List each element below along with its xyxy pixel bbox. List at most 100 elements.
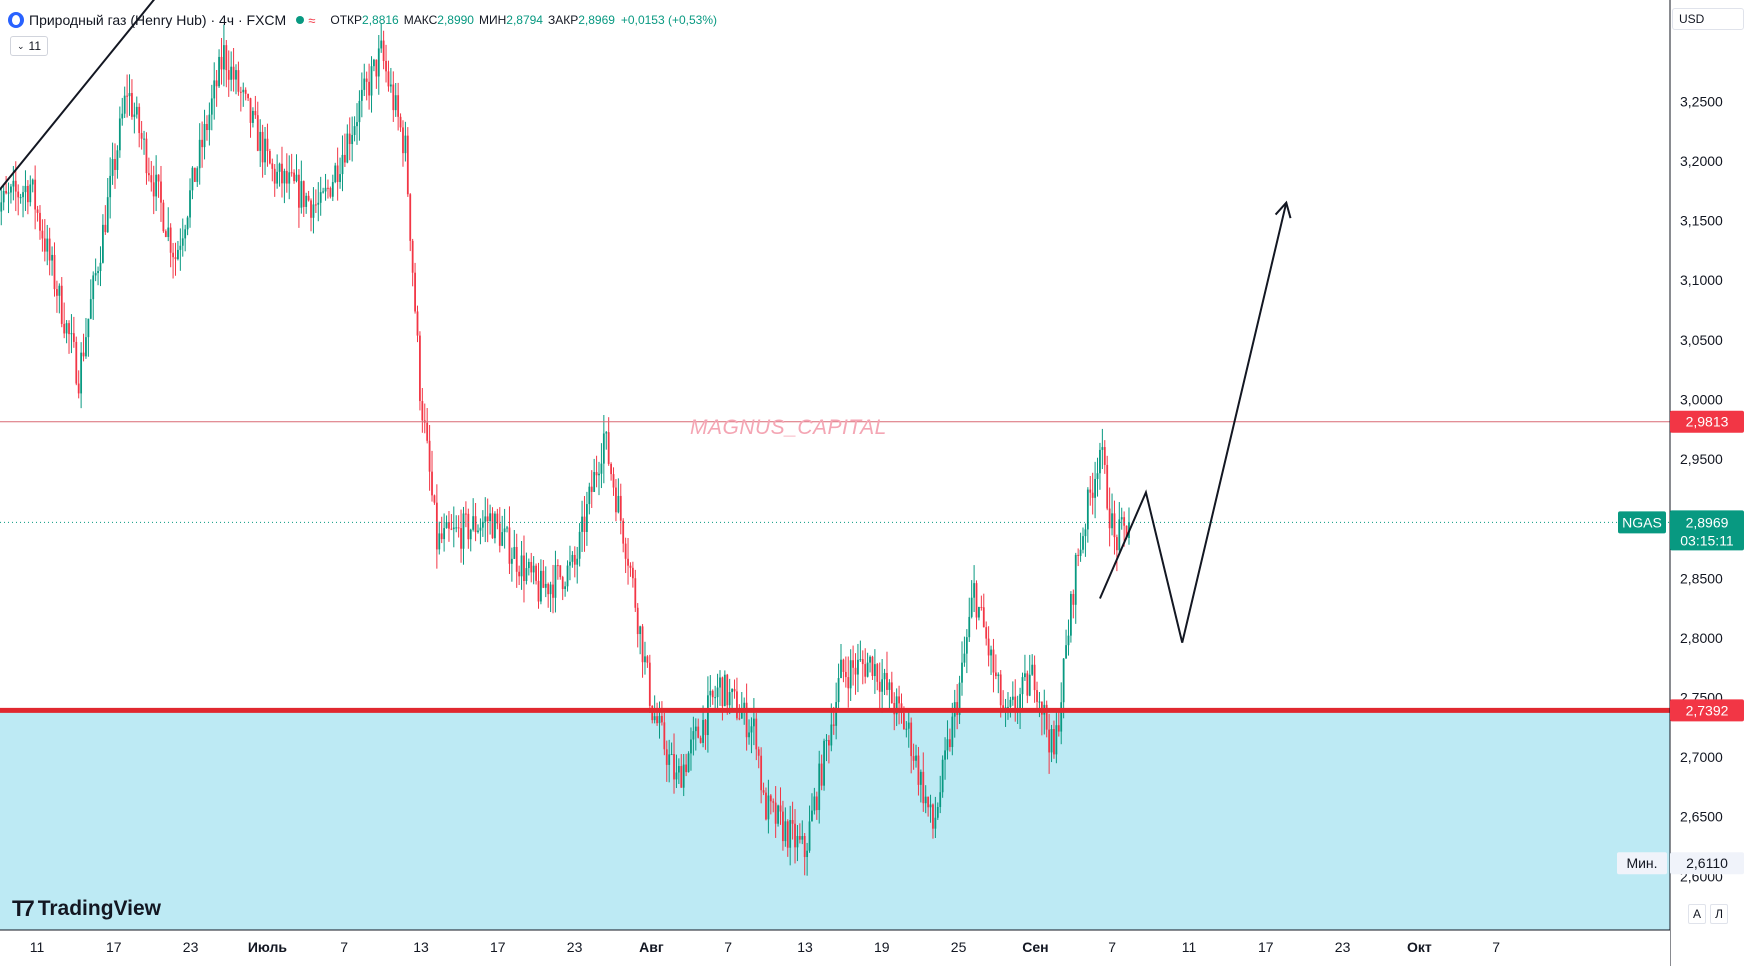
candle (56, 280, 58, 313)
candle (929, 794, 932, 823)
candle (682, 754, 685, 797)
candle (719, 670, 721, 706)
min-marker-label: Мин. (1626, 855, 1657, 871)
candle (210, 84, 213, 131)
symbol-title[interactable]: Природный газ (Henry Hub) · 4ч · FXCM (29, 12, 287, 28)
candle (869, 655, 871, 673)
candle (992, 638, 995, 693)
candle (588, 482, 591, 515)
candle (365, 71, 368, 101)
candle (169, 223, 172, 268)
candle (104, 205, 107, 235)
candle (31, 178, 34, 193)
candle (970, 580, 973, 619)
candle (285, 153, 288, 193)
candle (890, 671, 893, 704)
candle (1033, 655, 1036, 703)
candle (854, 653, 857, 695)
candle (235, 64, 237, 95)
time-tick-label: 17 (490, 939, 506, 955)
candle (1086, 487, 1089, 543)
price-tags: 2,9813 2,7392 2,8969 03:15:11 NGAS Мин. 2,6110 (1617, 410, 1744, 875)
projection-path[interactable] (1099, 202, 1288, 643)
candle (312, 187, 315, 234)
candle (779, 787, 782, 825)
candle (946, 720, 949, 760)
chevron-down-icon: ⌄ (17, 40, 25, 51)
candle (360, 72, 363, 118)
candle (419, 331, 421, 411)
candle (1072, 589, 1075, 619)
candle (590, 470, 593, 508)
candle (242, 82, 245, 107)
time-tick-label: 23 (567, 939, 583, 955)
candle (63, 302, 66, 339)
candle (527, 558, 530, 576)
candle (150, 161, 153, 192)
candle (111, 142, 114, 185)
support-level-line[interactable] (0, 707, 1670, 713)
candle (532, 556, 535, 585)
candle (716, 673, 719, 708)
time-tick-label: 13 (413, 939, 429, 955)
candle (677, 758, 680, 785)
candle (128, 74, 131, 116)
watermark-text: MAGNUS_CAPITAL (690, 416, 887, 439)
candle (581, 500, 583, 552)
candles-layer (0, 23, 1130, 876)
trendline[interactable] (0, 0, 168, 197)
candle (544, 566, 547, 598)
candle (765, 787, 767, 821)
candle (346, 124, 349, 164)
time-tick-label: 7 (1492, 939, 1500, 955)
candle (636, 603, 639, 648)
candle (629, 562, 632, 577)
support-price-tag[interactable]: 2,7392 (1670, 699, 1744, 722)
candle (2, 185, 5, 211)
candle (472, 498, 475, 532)
candle (518, 565, 521, 586)
candle (273, 164, 276, 197)
candle (295, 154, 298, 183)
candle (547, 582, 550, 608)
candle (310, 198, 312, 232)
candle (174, 242, 177, 276)
candle (927, 796, 930, 817)
market-status-icon (296, 16, 305, 24)
candle (225, 40, 228, 88)
candle (823, 738, 825, 791)
candle (554, 550, 557, 613)
candle (409, 193, 412, 252)
candle (259, 119, 262, 167)
time-tick-label: 23 (1335, 939, 1351, 955)
candle (356, 103, 358, 145)
price-tick-label: 3,0000 (1680, 391, 1723, 407)
tradingview-logo[interactable]: T7 TradingView (12, 896, 161, 922)
currency-select[interactable]: USD (1672, 8, 1744, 30)
time-axis[interactable] (0, 930, 1670, 966)
candle (339, 157, 341, 189)
candle (934, 796, 937, 838)
candle (220, 37, 223, 85)
candle (22, 185, 24, 218)
candle (431, 450, 433, 502)
last-price-tag[interactable]: 2,8969 03:15:11 (1670, 510, 1744, 551)
price-axis[interactable] (1670, 0, 1753, 966)
candle (733, 679, 736, 699)
candle (859, 640, 862, 662)
candle (508, 506, 511, 574)
ticker-tag[interactable]: NGAS (1618, 511, 1666, 534)
log-scale-button[interactable]: Л (1710, 904, 1728, 924)
candle (535, 563, 537, 585)
resistance-price-tag[interactable]: 2,9813 (1670, 410, 1744, 433)
candle (438, 521, 441, 555)
symbol-header[interactable]: Природный газ (Henry Hub) · 4ч · FXCM ≈ … (8, 9, 717, 31)
indicators-toggle[interactable]: ⌄ 11 (10, 36, 49, 56)
candle (196, 166, 199, 187)
open-label: ОТКР (330, 13, 363, 27)
auto-scale-button[interactable]: A (1688, 904, 1706, 924)
candle (177, 240, 179, 261)
candle (525, 552, 528, 585)
candle (849, 649, 852, 701)
